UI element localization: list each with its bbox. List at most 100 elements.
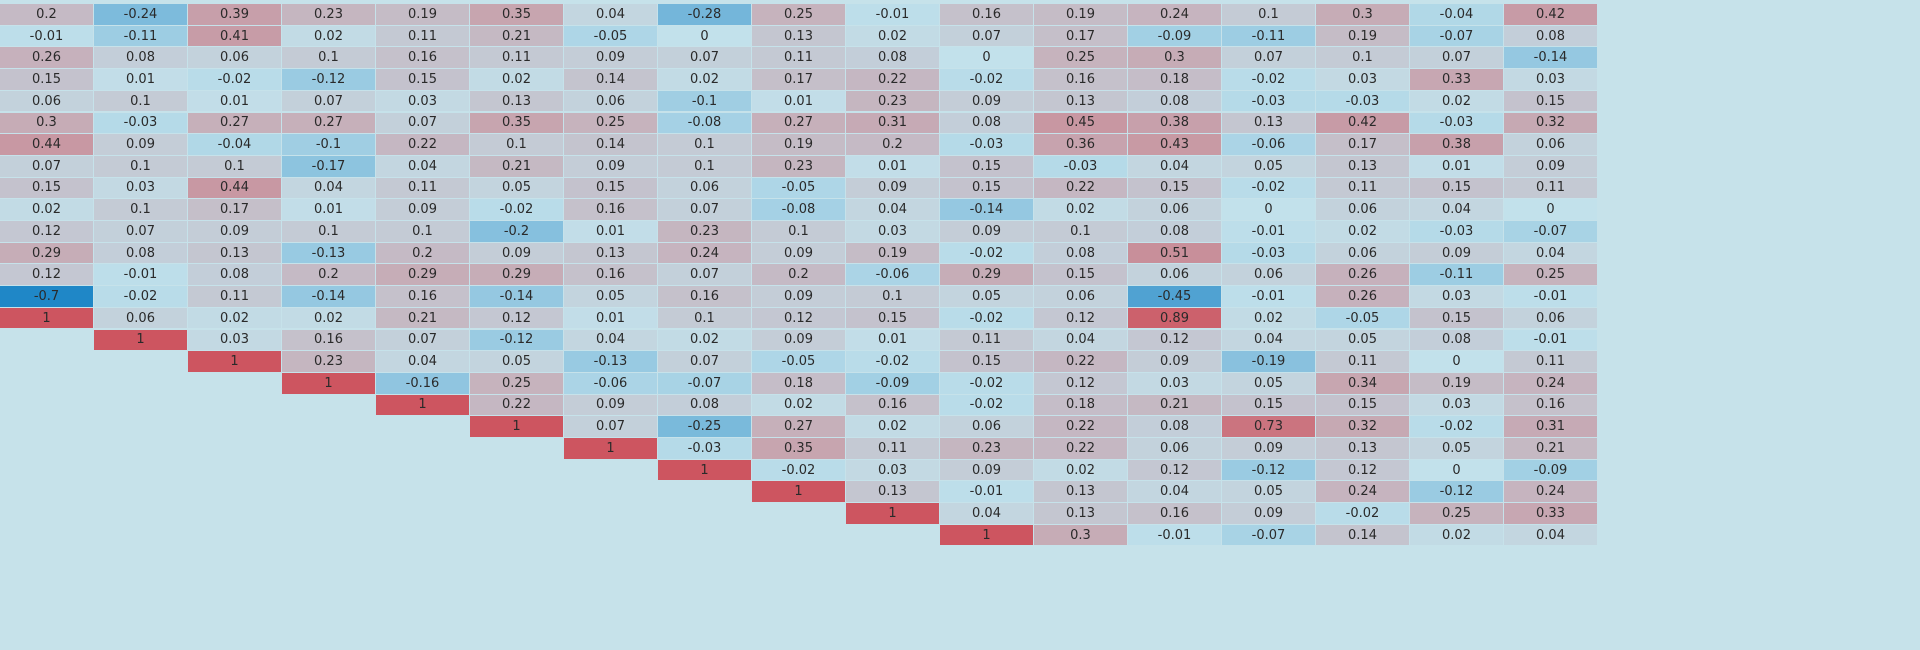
heatmap-cell: -0.11 xyxy=(1222,25,1315,47)
heatmap-cell: -0.02 xyxy=(1222,69,1315,90)
heatmap-cell: 0.06 xyxy=(1504,134,1597,155)
heatmap-cell: 0.19 xyxy=(752,134,845,155)
heatmap-cell: 1 xyxy=(0,307,93,329)
heatmap-cell: 0.22 xyxy=(376,134,469,155)
heatmap-cell: 0.13 xyxy=(1316,155,1409,177)
heatmap-cell: 0.19 xyxy=(1034,4,1127,25)
heatmap-cell: 0.05 xyxy=(1222,481,1315,503)
heatmap-cell: 0.32 xyxy=(1504,112,1597,134)
heatmap-cell: 0.09 xyxy=(752,329,845,351)
heatmap-cell: 0.32 xyxy=(1316,416,1409,437)
heatmap-cell: 0.27 xyxy=(752,112,845,134)
heatmap-cell: 0.01 xyxy=(1410,155,1503,177)
heatmap-cell: 0.25 xyxy=(470,372,563,394)
heatmap-cell: 0.27 xyxy=(188,112,281,134)
heatmap-cell: 0.06 xyxy=(564,90,657,112)
heatmap-cell: 0.05 xyxy=(1222,372,1315,394)
heatmap-cell: 0.03 xyxy=(1128,372,1221,394)
heatmap-cell: 0.03 xyxy=(846,221,939,242)
heatmap-cell: 0.04 xyxy=(564,4,657,25)
heatmap-cell: -0.04 xyxy=(188,134,281,155)
heatmap-cell: 0.18 xyxy=(1034,394,1127,416)
heatmap-cell: 0.1 xyxy=(1222,4,1315,25)
heatmap-cell: 0.09 xyxy=(1128,351,1221,372)
heatmap-cell: 0.02 xyxy=(846,416,939,437)
heatmap-cell: 0.23 xyxy=(282,351,375,372)
heatmap-cell: 0.06 xyxy=(0,90,93,112)
heatmap-cell: 0.11 xyxy=(1504,177,1597,199)
heatmap-cell: 0.07 xyxy=(1410,47,1503,69)
heatmap-cell: 0.04 xyxy=(1504,524,1597,546)
heatmap-cell: 0.12 xyxy=(1128,459,1221,481)
heatmap-cell: -0.01 xyxy=(94,264,187,286)
heatmap-cell: 0.04 xyxy=(846,199,939,220)
heatmap-cell: -0.06 xyxy=(846,264,939,286)
heatmap-cell: 0.01 xyxy=(564,307,657,329)
heatmap-cell: -0.04 xyxy=(1410,4,1503,25)
heatmap-cell: 0.06 xyxy=(1316,242,1409,264)
heatmap-cell: -0.06 xyxy=(1222,134,1315,155)
heatmap-cell: 0.15 xyxy=(940,177,1033,199)
heatmap-cell: -0.14 xyxy=(1504,47,1597,69)
heatmap-cell: 0.04 xyxy=(564,329,657,351)
heatmap-cell: 0.07 xyxy=(940,25,1033,47)
heatmap-cell: 0.35 xyxy=(470,112,563,134)
heatmap-cell: 0.03 xyxy=(94,177,187,199)
heatmap-cell: 0.06 xyxy=(94,307,187,329)
heatmap-cell: -0.13 xyxy=(282,242,375,264)
heatmap-cell: 0.1 xyxy=(94,199,187,220)
heatmap-cell: 0.17 xyxy=(1034,25,1127,47)
heatmap-cell: 0.08 xyxy=(940,112,1033,134)
heatmap-cell: 0.14 xyxy=(564,134,657,155)
heatmap-cell: 0.15 xyxy=(940,351,1033,372)
heatmap-cell: -0.07 xyxy=(658,372,751,394)
heatmap-cell: -0.19 xyxy=(1222,351,1315,372)
heatmap-cell: -0.02 xyxy=(940,372,1033,394)
heatmap-cell: 0.08 xyxy=(846,47,939,69)
heatmap-cell: -0.02 xyxy=(1410,416,1503,437)
heatmap-cell: 0 xyxy=(1504,199,1597,220)
heatmap-cell: 1 xyxy=(376,394,469,416)
heatmap-cell: 0 xyxy=(1410,459,1503,481)
heatmap-cell: 0.09 xyxy=(1222,503,1315,524)
heatmap-cell: -0.03 xyxy=(1316,90,1409,112)
heatmap-cell: 0.02 xyxy=(1316,221,1409,242)
heatmap-cell: 0.3 xyxy=(1128,47,1221,69)
heatmap-cell: 0.07 xyxy=(94,221,187,242)
heatmap-cell: 0.14 xyxy=(1316,524,1409,546)
heatmap-cell: 0.11 xyxy=(188,286,281,307)
heatmap-cell: 0.05 xyxy=(1410,438,1503,459)
heatmap-cell: 0.1 xyxy=(94,155,187,177)
heatmap-cell: 0.06 xyxy=(940,416,1033,437)
heatmap-cell: 0.13 xyxy=(1316,438,1409,459)
heatmap-cell: 0.09 xyxy=(940,459,1033,481)
heatmap-cell: -0.02 xyxy=(940,307,1033,329)
heatmap-cell: -0.12 xyxy=(470,329,563,351)
heatmap-cell: -0.03 xyxy=(1222,90,1315,112)
heatmap-cell: 0.22 xyxy=(846,69,939,90)
heatmap-cell: 0.09 xyxy=(752,242,845,264)
heatmap-cell: 0.07 xyxy=(376,329,469,351)
heatmap-cell: -0.02 xyxy=(940,394,1033,416)
heatmap-cell: 0.16 xyxy=(282,329,375,351)
heatmap-cell: 0.15 xyxy=(1504,90,1597,112)
heatmap-cell: 0.21 xyxy=(470,25,563,47)
heatmap-cell: 0.15 xyxy=(846,307,939,329)
heatmap-cell: 0.07 xyxy=(1222,47,1315,69)
heatmap-cell: 0.15 xyxy=(1222,394,1315,416)
heatmap-cell: 0.04 xyxy=(1504,242,1597,264)
heatmap-cell: 0.08 xyxy=(658,394,751,416)
heatmap-cell: 0.89 xyxy=(1128,307,1221,329)
heatmap-cell: 0.2 xyxy=(846,134,939,155)
heatmap-cell: 0.05 xyxy=(1222,155,1315,177)
heatmap-cell: 0.09 xyxy=(188,221,281,242)
heatmap-cell: 0.73 xyxy=(1222,416,1315,437)
heatmap-cell: 0.06 xyxy=(188,47,281,69)
heatmap-cell: -0.02 xyxy=(940,242,1033,264)
heatmap-cell: 0.16 xyxy=(376,286,469,307)
heatmap-cell: 0.25 xyxy=(1410,503,1503,524)
heatmap-cell: 1 xyxy=(94,329,187,351)
heatmap-cell: 0.08 xyxy=(1504,25,1597,47)
heatmap-cell: 0.21 xyxy=(470,155,563,177)
heatmap-cell: 0.12 xyxy=(0,264,93,286)
